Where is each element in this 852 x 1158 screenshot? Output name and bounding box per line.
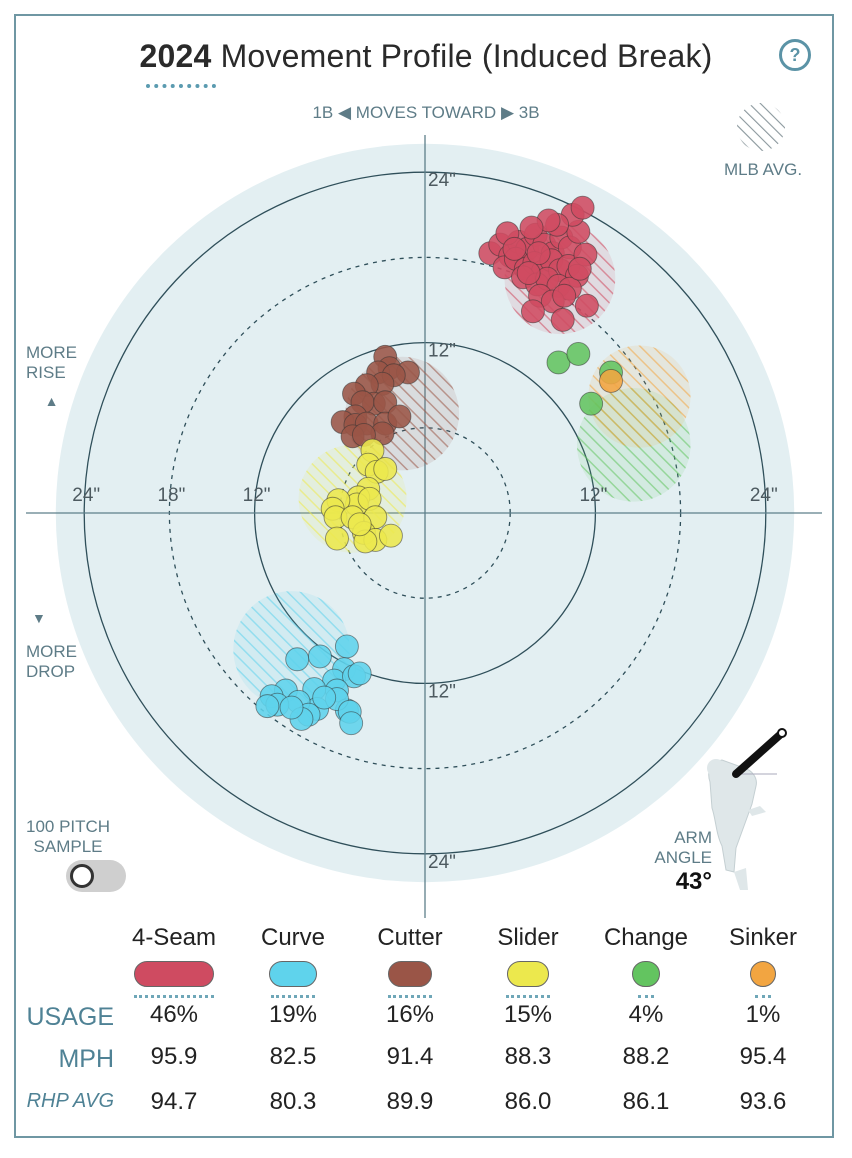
- pitch-point-curve: [339, 711, 364, 736]
- pitch-point-4seam: [502, 236, 527, 261]
- pitch-point-slider: [378, 523, 403, 548]
- pitch-point-curve: [334, 634, 359, 659]
- chart-title: 2024 Movement Profile (Induced Break): [139, 38, 713, 74]
- pitch-point-4seam: [570, 195, 595, 220]
- pitch-point-4seam: [526, 241, 551, 266]
- arrow-down-icon: ▼: [32, 610, 46, 626]
- mlb-avg-legend-label: MLB AVG.: [723, 160, 803, 179]
- pitch-point-4seam: [550, 307, 575, 332]
- pitch-point-change: [566, 342, 591, 366]
- pitch-point-curve: [347, 661, 372, 686]
- tick-label-right-12: 12": [579, 485, 607, 506]
- sample-label: 100 PITCH SAMPLE: [26, 817, 111, 856]
- arm-angle-value: 43°: [675, 868, 712, 895]
- tick-label-bottom-12: 12": [428, 681, 456, 702]
- sample-toggle[interactable]: [66, 860, 126, 892]
- pitch-point-slider: [325, 526, 349, 551]
- card-frame: [14, 14, 834, 1138]
- tick-label-right-24: 24": [750, 485, 778, 506]
- toggle-knob[interactable]: [70, 864, 94, 888]
- pitch-point-curve: [255, 694, 280, 719]
- direction-label: 1B ◀ MOVES TOWARD ▶ 3B: [312, 103, 540, 122]
- more-rise-label: MORE RISE ▲: [26, 343, 77, 409]
- pitch-point-curve: [285, 647, 310, 672]
- tick-label-left-24: 24": [72, 485, 100, 506]
- pitch-point-slider: [347, 512, 372, 537]
- mlb-avg-sinker: [588, 345, 691, 448]
- pitch-point-slider: [373, 457, 398, 481]
- tick-label-bottom-24: 24": [428, 852, 456, 873]
- help-icon[interactable]: ?: [779, 39, 811, 71]
- pitcher-silhouette-icon: [707, 728, 787, 890]
- pitch-point-4seam: [574, 293, 599, 318]
- pitch-point-cutter: [387, 404, 412, 429]
- arm-angle-label: ARM ANGLE: [654, 828, 712, 867]
- pitch-point-4seam: [516, 261, 541, 285]
- mlb-avg-legend-icon: [737, 103, 785, 151]
- pitch-point-4seam: [520, 299, 545, 324]
- title-underline: [146, 80, 216, 88]
- pitch-point-curve: [312, 685, 337, 710]
- arrow-up-icon: ▲: [44, 393, 59, 409]
- pitch-point-change: [579, 391, 604, 416]
- arm-angle-line: [732, 729, 786, 778]
- arm-angle-hand: [777, 728, 787, 738]
- more-drop-label: ▼ MORE DROP: [26, 610, 77, 681]
- tick-label-left-18: 18": [157, 485, 185, 506]
- tick-label-top-24: 24": [428, 170, 456, 191]
- pitch-point-4seam: [567, 256, 592, 281]
- pitch-point-curve: [307, 644, 332, 669]
- pitch-point-change: [546, 350, 571, 375]
- tick-label-left-12: 12": [243, 485, 271, 506]
- pitch-point-4seam: [519, 215, 544, 240]
- pitch-point-curve: [279, 695, 304, 720]
- tick-label-top-12: 12": [428, 341, 456, 362]
- pitch-point-sinker: [599, 368, 623, 393]
- pitch-point-4seam: [552, 283, 577, 308]
